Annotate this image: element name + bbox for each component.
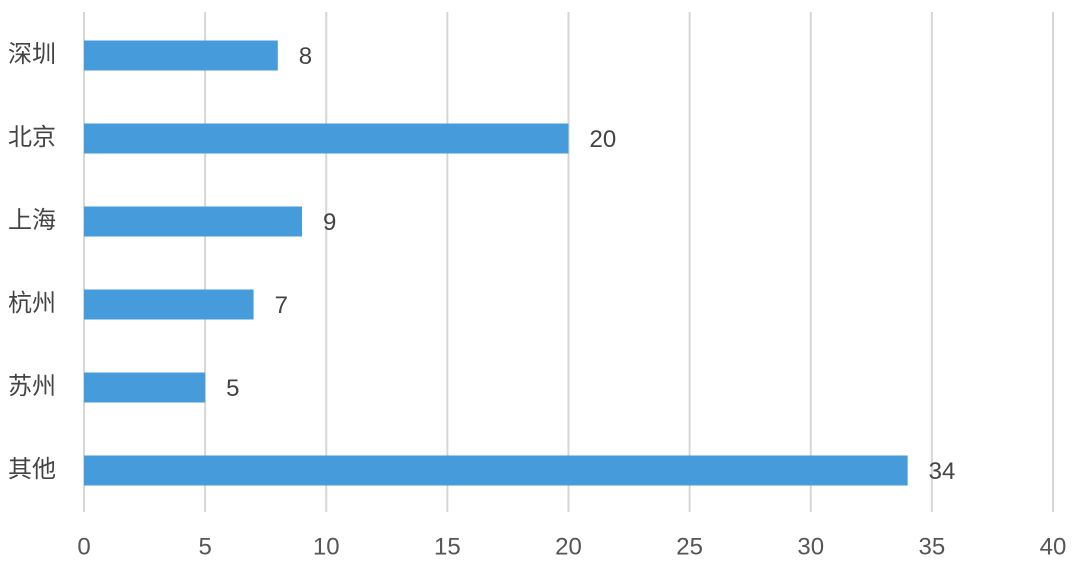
bar <box>84 289 254 320</box>
value-label: 20 <box>590 126 617 153</box>
x-tick-label: 0 <box>77 533 90 560</box>
x-tick-label: 20 <box>555 533 582 560</box>
bar <box>84 455 908 486</box>
bar <box>84 372 206 403</box>
bar <box>84 206 303 237</box>
y-tick-label: 上海 <box>8 207 56 234</box>
x-tick-label: 35 <box>919 533 946 560</box>
bar <box>84 40 278 71</box>
x-tick-label: 15 <box>434 533 461 560</box>
value-label: 8 <box>299 43 312 70</box>
value-label: 5 <box>226 375 239 402</box>
bar <box>84 123 569 154</box>
y-tick-label: 深圳 <box>8 41 56 68</box>
x-tick-label: 5 <box>198 533 211 560</box>
y-tick-label: 苏州 <box>8 373 56 400</box>
x-tick-label: 10 <box>313 533 340 560</box>
y-tick-label: 杭州 <box>8 290 56 317</box>
value-label: 34 <box>929 458 956 485</box>
value-label: 7 <box>275 292 288 319</box>
x-tick-label: 25 <box>676 533 703 560</box>
value-label: 9 <box>323 209 336 236</box>
x-tick-label: 40 <box>1040 533 1067 560</box>
y-tick-label: 北京 <box>8 124 56 151</box>
y-tick-label: 其他 <box>8 456 56 483</box>
x-tick-label: 30 <box>797 533 824 560</box>
